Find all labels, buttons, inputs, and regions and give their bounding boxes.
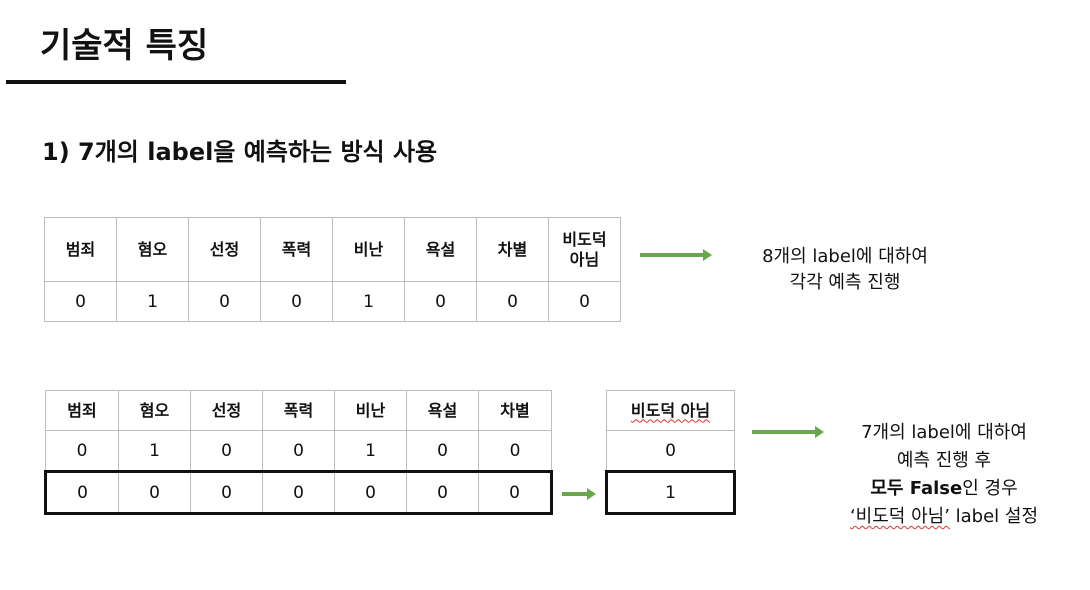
value-cell: 0 <box>45 430 119 472</box>
header-cell: 욕설 <box>404 217 477 282</box>
bold-text: 모두 False <box>870 478 963 499</box>
header-cell: 비난 <box>332 217 405 282</box>
header-cell: 차별 <box>476 217 549 282</box>
value-cell: 0 <box>548 281 621 322</box>
note-line: 7개의 label에 대하여 <box>861 422 1027 443</box>
header-cell: 범죄 <box>45 390 119 431</box>
value-cell: 0 <box>44 470 119 515</box>
derived-row: 1 <box>605 470 736 515</box>
value-cell: 1 <box>605 470 736 515</box>
title-underline <box>6 80 346 84</box>
header-cell: 차별 <box>478 390 552 431</box>
seven-label-table: 범죄 혐오 선정 폭력 비난 욕설 차별 0 1 0 0 1 0 0 0 0 0… <box>44 390 553 515</box>
header-label: 비도덕 아님 <box>630 400 711 420</box>
header-cell: 욕설 <box>406 390 479 431</box>
quoted-label: ‘비도덕 아님’ <box>849 506 950 527</box>
value-cell: 1 <box>116 281 189 322</box>
value-cell: 0 <box>476 281 549 322</box>
value-cell: 1 <box>118 430 191 472</box>
note-line: 각각 예측 진행 <box>789 272 901 293</box>
all-false-row: 0 0 0 0 0 0 0 <box>44 470 553 515</box>
value-cell: 1 <box>334 430 407 472</box>
note-line: 8개의 label에 대하여 <box>762 246 928 267</box>
section-subtitle: 1) 7개의 label을 예측하는 방식 사용 <box>42 138 438 166</box>
value-cell: 0 <box>118 470 191 515</box>
value-cell: 1 <box>332 281 405 322</box>
note-eight-label: 8개의 label에 대하여 각각 예측 진행 <box>720 244 970 296</box>
note-seven-label: 7개의 label에 대하여 예측 진행 후 모두 False인 경우 ‘비도덕… <box>808 419 1080 531</box>
value-cell: 0 <box>44 281 117 322</box>
note-text: 인 경우 <box>962 478 1018 499</box>
value-cell: 0 <box>404 281 477 322</box>
value-cell: 0 <box>406 470 479 515</box>
header-cell: 범죄 <box>44 217 117 282</box>
header-cell: 비난 <box>334 390 407 431</box>
value-cell: 0 <box>606 430 735 472</box>
not-immoral-table: 비도덕 아님 0 1 <box>605 390 736 515</box>
header-cell: 폭력 <box>260 217 333 282</box>
header-cell: 비도덕 아님 <box>548 217 621 282</box>
value-cell: 0 <box>190 470 263 515</box>
header-cell: 혐오 <box>118 390 191 431</box>
value-cell: 0 <box>188 281 261 322</box>
value-cell: 0 <box>478 470 553 515</box>
right-arrow-icon <box>752 426 824 438</box>
note-line: 모두 False인 경우 <box>808 475 1080 503</box>
value-cell: 0 <box>334 470 407 515</box>
header-cell: 선정 <box>188 217 261 282</box>
note-line: ‘비도덕 아님’ label 설정 <box>808 503 1080 531</box>
header-cell: 비도덕 아님 <box>606 390 735 431</box>
note-text: label 설정 <box>949 506 1039 527</box>
header-cell: 선정 <box>190 390 263 431</box>
value-cell: 0 <box>478 430 552 472</box>
header-cell: 혐오 <box>116 217 189 282</box>
value-cell: 0 <box>262 430 335 472</box>
header-cell: 폭력 <box>262 390 335 431</box>
eight-label-table: 범죄 혐오 선정 폭력 비난 욕설 차별 비도덕 아님 0 1 0 0 1 0 … <box>44 217 621 322</box>
value-cell: 0 <box>262 470 335 515</box>
right-arrow-icon <box>562 488 596 500</box>
page-title: 기술적 특징 <box>40 26 209 66</box>
value-cell: 0 <box>406 430 479 472</box>
value-cell: 0 <box>260 281 333 322</box>
right-arrow-icon <box>640 249 712 261</box>
value-cell: 0 <box>190 430 263 472</box>
note-line: 예측 진행 후 <box>896 450 992 471</box>
